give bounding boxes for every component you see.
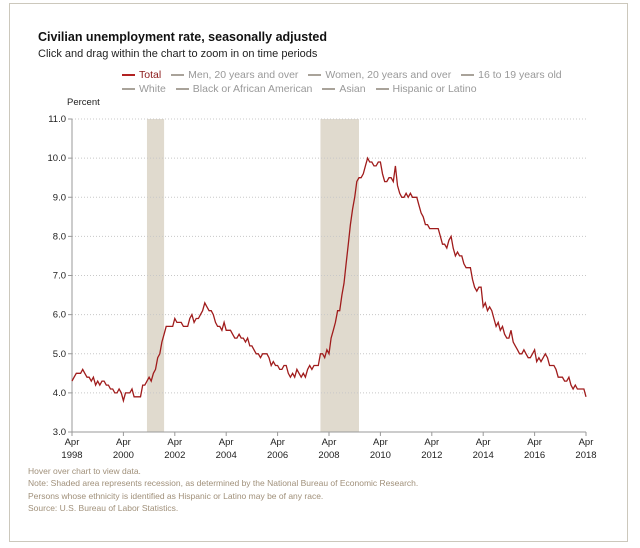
- x-tick-year: 1998: [61, 450, 82, 461]
- y-tick-label: 3.0: [53, 427, 66, 438]
- x-tick-month: Apr: [116, 437, 131, 448]
- y-axis-label: Percent: [67, 97, 100, 108]
- legend-item-men[interactable]: Men, 20 years and over: [171, 69, 298, 81]
- y-tick-label: 7.0: [53, 271, 66, 282]
- legend-item-hispanic[interactable]: Hispanic or Latino: [375, 83, 477, 95]
- legend-item-black[interactable]: Black or African American: [175, 83, 313, 95]
- x-tick-year: 2018: [575, 450, 596, 461]
- x-tick-month: Apr: [476, 437, 491, 448]
- y-tick-label: 9.0: [53, 192, 66, 203]
- x-tick-month: Apr: [322, 437, 337, 448]
- y-tick-label: 5.0: [53, 349, 66, 360]
- legend-item-women[interactable]: Women, 20 years and over: [308, 69, 451, 81]
- source-note: Source: U.S. Bureau of Labor Statistics.: [28, 502, 179, 513]
- x-tick-year: 2000: [113, 450, 134, 461]
- ethnicity-note: Persons whose ethnicity is identified as…: [28, 490, 324, 501]
- x-tick-month: Apr: [219, 437, 234, 448]
- legend-swatch: [308, 74, 322, 77]
- legend-label: 16 to 19 years old: [478, 69, 562, 81]
- legend-item-white[interactable]: White: [122, 83, 166, 95]
- x-tick-year: 2004: [216, 450, 237, 461]
- legend-label: Black or African American: [192, 83, 313, 95]
- x-tick-year: 2012: [421, 450, 442, 461]
- hover-hint: Hover over chart to view data.: [28, 466, 141, 476]
- legend-item-teens[interactable]: 16 to 19 years old: [461, 69, 562, 81]
- x-tick-month: Apr: [167, 437, 182, 448]
- x-tick-month: Apr: [270, 437, 285, 448]
- x-tick-month: Apr: [527, 437, 542, 448]
- legend-label: White: [139, 83, 166, 95]
- legend-swatch: [122, 88, 135, 91]
- chart-subtitle: Click and drag within the chart to zoom …: [38, 48, 318, 60]
- chart-title: Civilian unemployment rate, seasonally a…: [38, 30, 327, 44]
- legend-swatch: [375, 88, 389, 91]
- legend-label: Men, 20 years and over: [188, 69, 299, 81]
- legend-label: Total: [139, 69, 162, 81]
- x-tick-month: Apr: [373, 437, 388, 448]
- series-line-total: [71, 156, 587, 404]
- x-tick-year: 2008: [318, 450, 339, 461]
- x-tick-year: 2014: [473, 450, 494, 461]
- legend: Total Men, 20 years and over Women, 20 y…: [122, 68, 569, 96]
- legend-swatch: [461, 74, 475, 77]
- legend-label: Women, 20 years and over: [325, 69, 452, 81]
- y-tick-label: 8.0: [53, 231, 66, 242]
- y-tick-label: 10.0: [48, 153, 67, 164]
- recession-band: [146, 119, 165, 432]
- x-tick-year: 2016: [524, 450, 545, 461]
- y-tick-label: 6.0: [53, 310, 66, 321]
- legend-item-asian[interactable]: Asian: [322, 83, 366, 95]
- x-tick-year: 2010: [370, 450, 391, 461]
- chart-frame: [9, 3, 628, 542]
- x-tick-month: Apr: [579, 437, 594, 448]
- y-tick-label: 11.0: [48, 114, 66, 125]
- chart-notes: Hover over chart to view data. Note: Sha…: [28, 465, 418, 514]
- x-tick-month: Apr: [65, 437, 80, 448]
- legend-swatch: [122, 74, 135, 77]
- legend-item-total[interactable]: Total: [122, 69, 161, 81]
- recession-note: Note: Shaded area represents recession, …: [28, 478, 419, 489]
- legend-swatch: [171, 74, 185, 77]
- x-tick-month: Apr: [424, 437, 439, 448]
- legend-label: Asian: [339, 83, 366, 95]
- legend-label: Hispanic or Latino: [392, 83, 477, 95]
- y-tick-label: 4.0: [53, 388, 66, 399]
- x-tick-year: 2002: [164, 450, 185, 461]
- legend-swatch: [322, 88, 336, 91]
- x-tick-year: 2006: [267, 450, 288, 461]
- legend-swatch: [175, 88, 189, 91]
